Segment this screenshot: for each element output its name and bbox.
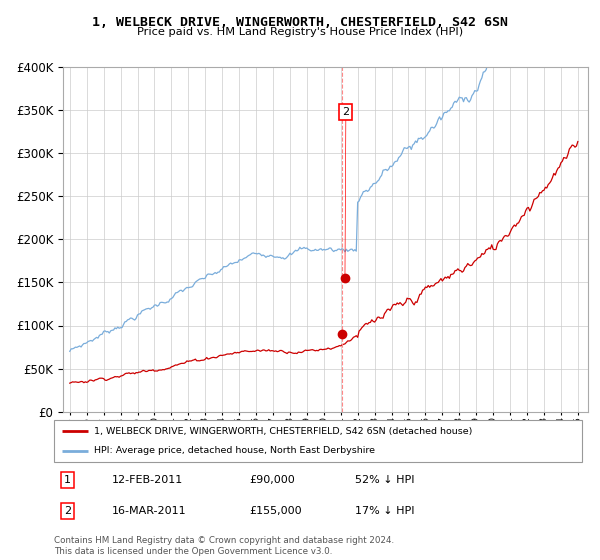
- Text: 1: 1: [64, 475, 71, 486]
- Text: £155,000: £155,000: [250, 506, 302, 516]
- Text: 12-FEB-2011: 12-FEB-2011: [112, 475, 184, 486]
- Text: Price paid vs. HM Land Registry's House Price Index (HPI): Price paid vs. HM Land Registry's House …: [137, 27, 463, 37]
- Text: 2: 2: [64, 506, 71, 516]
- Text: 16-MAR-2011: 16-MAR-2011: [112, 506, 187, 516]
- FancyBboxPatch shape: [54, 420, 582, 462]
- Text: 17% ↓ HPI: 17% ↓ HPI: [355, 506, 415, 516]
- Text: HPI: Average price, detached house, North East Derbyshire: HPI: Average price, detached house, Nort…: [94, 446, 374, 455]
- Text: 1, WELBECK DRIVE, WINGERWORTH, CHESTERFIELD, S42 6SN (detached house): 1, WELBECK DRIVE, WINGERWORTH, CHESTERFI…: [94, 427, 472, 436]
- Text: £90,000: £90,000: [250, 475, 295, 486]
- Text: 52% ↓ HPI: 52% ↓ HPI: [355, 475, 415, 486]
- Text: 1, WELBECK DRIVE, WINGERWORTH, CHESTERFIELD, S42 6SN: 1, WELBECK DRIVE, WINGERWORTH, CHESTERFI…: [92, 16, 508, 29]
- Text: Contains HM Land Registry data © Crown copyright and database right 2024.
This d: Contains HM Land Registry data © Crown c…: [54, 536, 394, 556]
- Text: 2: 2: [342, 107, 349, 117]
